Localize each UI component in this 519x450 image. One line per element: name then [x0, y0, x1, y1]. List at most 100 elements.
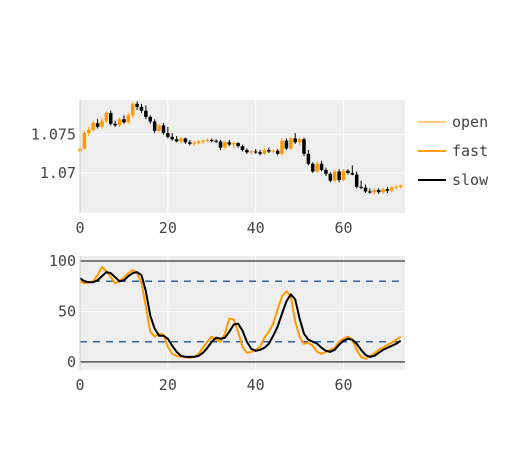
candle-body [122, 119, 126, 123]
candle-body [240, 146, 245, 150]
candle-body [188, 142, 192, 144]
candle [332, 169, 337, 183]
candle [311, 162, 315, 174]
candle-body [87, 129, 91, 134]
candle [253, 149, 258, 154]
candle-body [293, 138, 297, 143]
candle [293, 133, 297, 144]
candle [139, 103, 144, 114]
candle-body [82, 133, 87, 149]
oscillator-panel-background [80, 256, 405, 370]
price-x-tick-label: 60 [334, 219, 352, 237]
candle-body [319, 163, 324, 170]
candle-body [280, 140, 284, 154]
price-panel-background [80, 100, 405, 213]
candle-body [113, 123, 117, 126]
candle-body [227, 142, 232, 145]
candle [144, 105, 148, 120]
candle [372, 188, 377, 195]
candle-body [324, 169, 328, 174]
oscillator-x-tick-label: 40 [247, 376, 265, 394]
candle-body [376, 189, 381, 193]
candle [368, 188, 372, 194]
oscillator-y-tick-label: 100 [49, 252, 76, 270]
oscillator-reference-lines [80, 260, 405, 363]
candle [324, 167, 328, 177]
candle [130, 102, 135, 118]
candle [161, 123, 166, 135]
candle-body [214, 140, 218, 142]
candle-body [346, 170, 350, 174]
candle-body [130, 103, 135, 116]
candle [376, 188, 381, 194]
oscillator-x-tick-label: 0 [75, 376, 84, 394]
candle [227, 139, 232, 147]
candle-body [385, 189, 390, 191]
candle-body [95, 123, 100, 127]
candle [100, 117, 104, 130]
candle [350, 165, 355, 176]
candle-body [231, 143, 236, 145]
candle [315, 161, 319, 174]
candle-body [104, 113, 109, 121]
candle [262, 148, 267, 155]
candle-body [179, 138, 183, 142]
candle-body [139, 106, 144, 111]
candle-body [337, 171, 341, 180]
candle-body [245, 149, 249, 153]
candle [236, 142, 240, 148]
candle [354, 171, 359, 189]
candle-body [253, 151, 258, 153]
candle-body [302, 139, 306, 154]
candle-body [359, 186, 363, 188]
candle [390, 186, 394, 193]
candle [117, 117, 122, 127]
candle [126, 113, 131, 124]
candle-body [117, 119, 122, 126]
candle [302, 137, 306, 157]
candle [394, 185, 398, 190]
candle [284, 138, 289, 150]
candle-body [183, 138, 188, 143]
candle [319, 160, 324, 172]
candle-body [108, 113, 113, 124]
candle-body [332, 171, 337, 181]
candle-body [157, 125, 161, 131]
candle [91, 120, 95, 132]
candle-body [205, 139, 210, 141]
candle [122, 115, 126, 124]
candle [170, 133, 174, 141]
candle [398, 184, 403, 189]
candle [192, 140, 196, 147]
candle [108, 110, 113, 126]
candle [210, 138, 214, 143]
candle [223, 140, 227, 150]
candle [245, 148, 249, 154]
price-x-tick-label: 20 [159, 219, 177, 237]
candle-body [192, 143, 196, 145]
candle [271, 149, 275, 154]
candle [157, 123, 161, 133]
candle [183, 137, 188, 144]
candle [113, 120, 117, 127]
candle [174, 136, 179, 143]
candle [275, 149, 280, 156]
legend-item-open: open [418, 113, 488, 131]
candle-body [196, 141, 201, 144]
candle-body [91, 123, 95, 130]
candle [258, 149, 262, 156]
candle-body [148, 116, 153, 122]
price-y-ticks: 1.07 1.075 [31, 126, 76, 182]
candle-body [100, 120, 104, 127]
candle-body [394, 186, 398, 188]
legend-item-slow: slow [418, 171, 489, 189]
legend-label-fast: fast [452, 142, 488, 160]
candle [218, 139, 223, 150]
candle [166, 126, 170, 139]
candle-body [236, 143, 240, 147]
candle [95, 119, 100, 129]
candle [280, 138, 284, 156]
oscillator-x-ticks: 0 20 40 60 [75, 376, 352, 394]
candle-body [174, 139, 179, 142]
